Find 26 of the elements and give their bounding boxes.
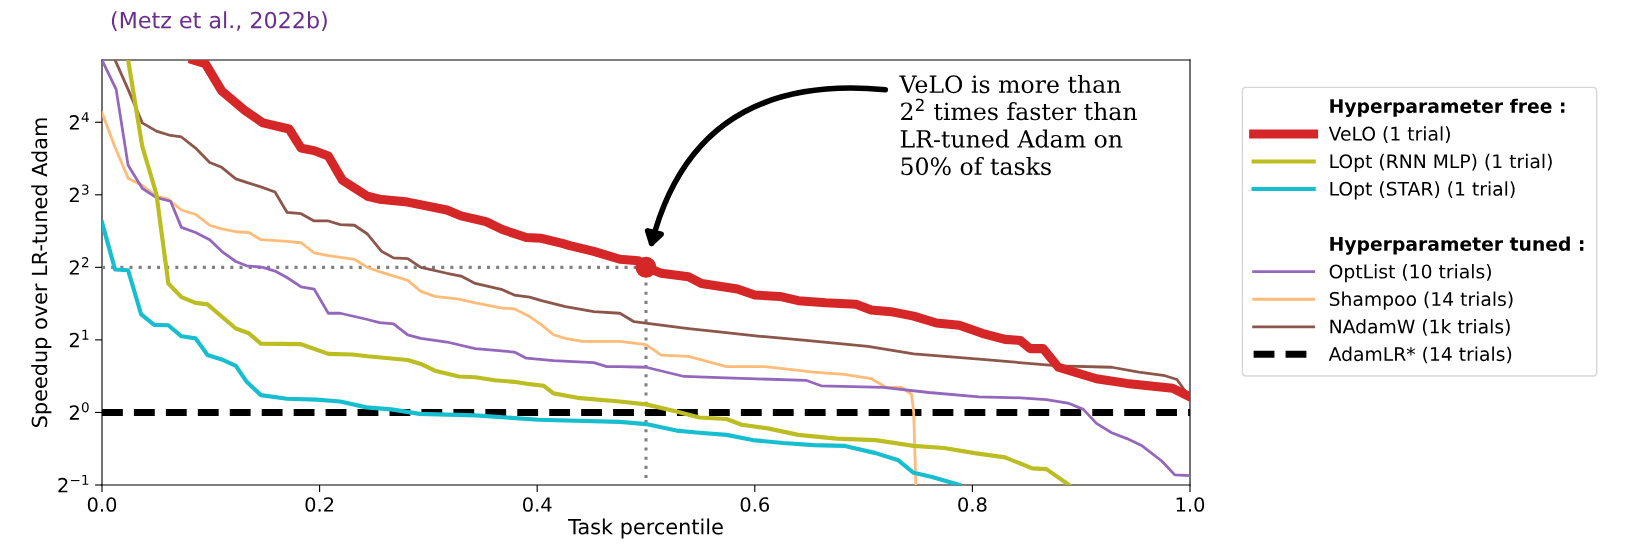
legend-label: NAdamW (1k trials)	[1330, 319, 1510, 336]
legend-label: Shampoo (14 trials)	[1329, 291, 1513, 310]
y-tick-label: 2$^{−1}$	[58, 474, 89, 493]
x-axis-title: Task percentile	[568, 518, 723, 539]
y-tick-label: 2$^{4}$	[69, 112, 89, 130]
annotation: VeLO is more than 2$^{2}$ times faster than LR-tuned Adam on 50% of tasks	[899, 74, 1137, 176]
legend-label: AdamLR* (14 trials)	[1328, 346, 1512, 364]
y-tick-label: 2$^{3}$	[69, 184, 89, 203]
legend-label: LOpt (RNN MLP) (1 trial)	[1330, 153, 1552, 172]
chart-title: (Metz et al., 2022b)	[111, 11, 327, 32]
y-tick-label: 2$^{1}$	[69, 329, 89, 348]
y-axis-title: Speedup over LR-tuned Adam	[31, 118, 52, 427]
x-tick-label: 0.2	[305, 497, 334, 512]
x-tick-label: 0.4	[523, 497, 552, 512]
y-tick-label: 2$^{2}$	[69, 257, 89, 275]
x-tick-label: 0.6	[740, 497, 770, 512]
text: Hyperparameter free :	[1330, 98, 1565, 117]
legend-label: VeLO (1 trial)	[1328, 126, 1450, 144]
x-tick-label: 0.0	[87, 497, 117, 512]
line-series	[102, 220, 962, 485]
x-tick-label: 0.8	[958, 497, 987, 512]
legend-label: OptList (10 trials)	[1329, 264, 1491, 283]
x-tick-label: 1.0	[1176, 497, 1205, 512]
legend-label: LOpt (STAR) (1 trial)	[1330, 181, 1515, 200]
text: Hyperparameter tuned :	[1330, 236, 1584, 255]
y-tick-label: 2$^{0}$	[69, 402, 89, 420]
